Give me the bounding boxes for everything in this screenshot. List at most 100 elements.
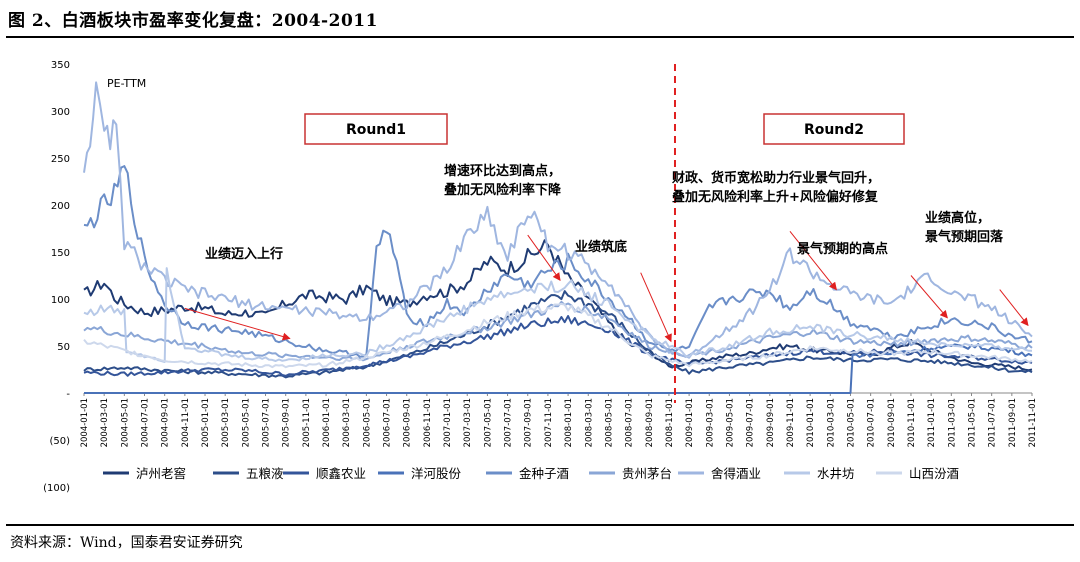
- legend-label: 顺鑫农业: [316, 466, 366, 481]
- x-tick-label: 2011-01-01: [927, 398, 937, 447]
- x-tick-label: 2008-01-01: [564, 398, 574, 447]
- series-lines: [83, 81, 1033, 394]
- series-line-5: [83, 165, 1033, 358]
- legend-label: 舍得酒业: [711, 466, 761, 481]
- x-tick-label: 2009-05-01: [725, 398, 735, 447]
- x-tick-label: 2008-09-01: [645, 398, 655, 447]
- x-tick-label: 2006-01-01: [322, 398, 332, 447]
- annotation-arrow: [999, 289, 1029, 327]
- series-line-9: [83, 302, 1033, 369]
- annotation-text: 业绩高位，: [925, 210, 990, 226]
- x-tick-label: 2006-07-01: [383, 398, 393, 447]
- legend-item-6: 贵州茅台: [589, 466, 672, 481]
- title-rule: [6, 36, 1074, 38]
- x-tick-label: 2005-11-01: [302, 398, 312, 447]
- annotation-text: 业绩筑底: [575, 239, 627, 255]
- annotation-text: 景气预期回落: [925, 229, 1004, 245]
- x-tick-label: 2004-01-01: [80, 398, 90, 447]
- x-tick-label: 2008-05-01: [604, 398, 614, 447]
- legend-item-1: 泸州老窖: [103, 466, 186, 481]
- x-tick-label: 2005-07-01: [262, 398, 272, 447]
- y-tick-label: 50: [57, 342, 70, 353]
- x-tick-label: 2008-11-01: [665, 398, 675, 447]
- x-tick-label: 2009-01-01: [685, 398, 695, 447]
- series-line-7: [83, 81, 1033, 359]
- legend-item-3: 顺鑫农业: [283, 466, 366, 481]
- x-tick-label: 2004-09-01: [161, 398, 171, 447]
- source-rule: [6, 524, 1074, 526]
- legend-label: 金种子酒: [519, 466, 569, 481]
- x-axis: 2004-01-01 2004-03-01 2004-05-01 2004-07-01…: [80, 392, 1038, 447]
- y-tick-label: 150: [51, 248, 70, 259]
- annotation-2: 增速环比达到高点， 叠加无风险利率下降: [444, 163, 562, 282]
- legend-label: 泸州老窖: [136, 466, 186, 481]
- y-tick-label: 350: [51, 60, 70, 71]
- legend-label: 贵州茅台: [622, 466, 672, 481]
- x-tick-label: 2008-03-01: [584, 398, 594, 447]
- y-tick-label: -: [66, 389, 70, 400]
- series-line-8: [83, 267, 1033, 363]
- x-tick-label: 2004-11-01: [181, 398, 191, 447]
- legend-item-5: 金种子酒: [486, 466, 569, 481]
- x-tick-label: 2007-09-01: [524, 398, 534, 447]
- legend-item-7: 舍得酒业: [678, 466, 761, 481]
- y-axis-label: PE-TTM: [107, 77, 146, 90]
- x-tick-label: 2007-05-01: [483, 398, 493, 447]
- figure-title: 图 2、白酒板块市盈率变化复盘：2004-2011: [8, 11, 378, 31]
- y-tick-label: 300: [51, 107, 70, 118]
- legend: 泸州老窖 五粮液 顺鑫农业 洋河股份 金种子酒 贵州茅台 舍得酒业 水井坊 山西汾酒: [103, 466, 959, 481]
- x-tick-label: 2010-07-01: [867, 398, 877, 447]
- source-note: 资料来源：Wind，国泰君安证券研究: [10, 535, 243, 551]
- y-axis-ticks: 350 300 250 200 150 100 50 - (50) (100): [43, 60, 70, 494]
- annotation-text: 叠加无风险利率下降: [444, 182, 562, 198]
- annotation-arrow: [789, 231, 837, 291]
- series-line-3: [83, 315, 1033, 377]
- y-tick-label: (50): [49, 436, 70, 447]
- legend-item-4: 洋河股份: [378, 466, 462, 481]
- x-tick-label: 2009-03-01: [705, 398, 715, 447]
- annotation-text: 叠加无风险利率上升+风险偏好修复: [672, 189, 879, 205]
- annotation-text: 业绩迈入上行: [205, 246, 283, 262]
- x-tick-label: 2007-07-01: [504, 398, 514, 447]
- annotation-text: 财政、货币宽松助力行业景气回升，: [672, 170, 880, 186]
- legend-item-8: 水井坊: [784, 466, 855, 481]
- series-line-2: [83, 290, 1033, 379]
- x-tick-label: 2010-09-01: [887, 398, 897, 447]
- x-tick-label: 2011-05-01: [967, 398, 977, 447]
- x-tick-label: 2005-09-01: [282, 398, 292, 447]
- annotation-4: 财政、货币宽松助力行业景气回升， 叠加无风险利率上升+风险偏好修复: [672, 170, 880, 291]
- x-tick-label: 2009-11-01: [786, 398, 796, 447]
- x-tick-label: 2005-01-01: [201, 398, 211, 447]
- x-tick-label: 2005-03-01: [221, 398, 231, 447]
- y-tick-label: 250: [51, 154, 70, 165]
- x-tick-label: 2011-07-01: [988, 398, 998, 447]
- annotation-text: 增速环比达到高点，: [444, 163, 561, 179]
- x-tick-label: 2010-05-01: [846, 398, 856, 447]
- x-tick-label: 2009-09-01: [766, 398, 776, 447]
- y-tick-label: 200: [51, 201, 70, 212]
- series-line-6: [83, 300, 1033, 362]
- x-tick-label: 2006-11-01: [423, 398, 433, 447]
- annotation-3: 业绩筑底: [575, 239, 672, 343]
- legend-item-9: 山西汾酒: [876, 466, 959, 481]
- x-tick-label: 2010-11-01: [907, 398, 917, 447]
- y-tick-label: (100): [43, 483, 70, 494]
- x-tick-label: 2006-03-01: [342, 398, 352, 447]
- annotation-arrow: [184, 307, 291, 341]
- pe-chart: 350 300 250 200 150 100 50 - (50) (100) 2004-01-0…: [43, 60, 1038, 494]
- round-label: Round2: [804, 122, 864, 138]
- y-tick-label: 100: [51, 295, 70, 306]
- x-tick-label: 2004-07-01: [141, 398, 151, 447]
- x-tick-label: 2010-03-01: [826, 398, 836, 447]
- legend-label: 五粮液: [246, 466, 284, 481]
- round-box-2: Round2: [763, 113, 905, 145]
- x-tick-label: 2005-05-01: [241, 398, 251, 447]
- x-tick-label: 2007-03-01: [463, 398, 473, 447]
- annotation-1: 业绩迈入上行: [184, 246, 291, 341]
- x-tick-label: 2009-07-01: [746, 398, 756, 447]
- x-tick-label: 2007-11-01: [544, 398, 554, 447]
- legend-item-2: 五粮液: [213, 466, 284, 481]
- annotation-5: 景气预期的高点: [797, 241, 948, 319]
- round-label: Round1: [346, 122, 406, 138]
- series-line-4: [84, 343, 1033, 394]
